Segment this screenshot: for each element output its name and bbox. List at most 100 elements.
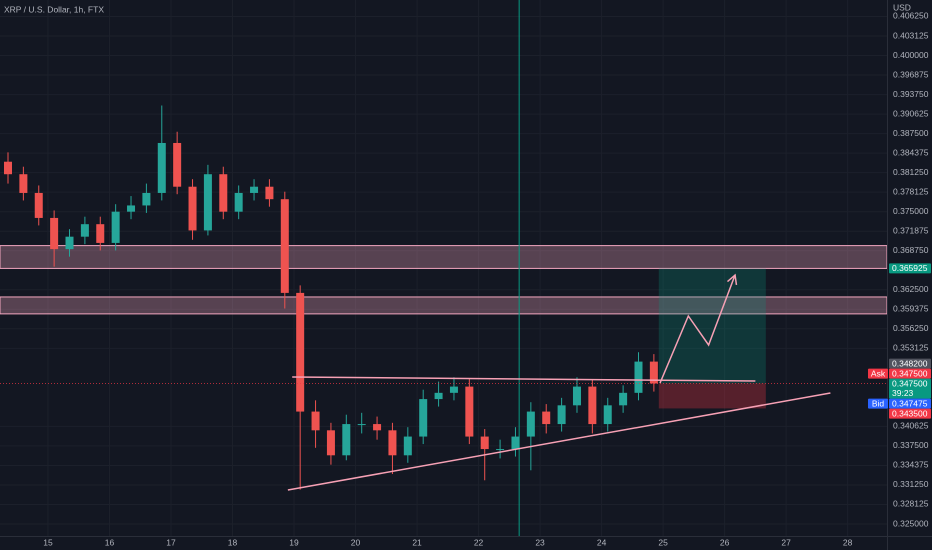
y-tick-label: 0.328125: [893, 499, 929, 509]
candle-body: [649, 361, 658, 384]
price-label-box: [889, 398, 931, 409]
x-tick-label: 17: [166, 537, 176, 547]
candle-body: [434, 392, 443, 400]
y-tick-label: 0.368750: [893, 245, 929, 255]
candle-body: [50, 217, 59, 250]
y-tick-label: 0.334375: [893, 460, 929, 470]
countdown: 39:23: [892, 388, 914, 398]
price-label-box: [889, 408, 931, 419]
y-tick-label: 0.384375: [893, 147, 929, 157]
currency-label: USD: [893, 2, 911, 12]
y-tick-label: 0.353125: [893, 343, 929, 353]
projection-path: [659, 274, 736, 384]
zone: [0, 245, 888, 269]
candle-body: [157, 142, 166, 193]
x-tick-label: 26: [720, 537, 730, 547]
y-tick-label: 0.396875: [893, 69, 929, 79]
price-label-box: [889, 358, 931, 369]
candle-body: [173, 142, 182, 187]
price-label-text: 0.348200: [892, 358, 928, 368]
candle-body: [557, 405, 566, 425]
price-label-text: 0.347500: [892, 378, 928, 388]
price-label-text: 0.347475: [892, 398, 928, 408]
candle-body: [511, 436, 520, 450]
target-area: [658, 268, 766, 384]
x-tick-label: 23: [535, 537, 545, 547]
axes: 0.406250 0.403125 0.400000 0.396875 0.393750…: [43, 11, 931, 547]
price-label: 0.365925: [889, 263, 931, 274]
y-tick-label: 0.403125: [893, 30, 929, 40]
candle-body: [96, 224, 105, 243]
price-label-text: 0.365925: [892, 263, 928, 273]
candle-body: [80, 224, 89, 237]
price-label-box: [889, 263, 931, 274]
candle-body: [234, 192, 243, 212]
candle-body: [373, 424, 382, 431]
y-tick-label: 0.371875: [893, 225, 929, 235]
candle-body: [296, 292, 305, 412]
candle-body: [449, 386, 458, 393]
price-label-box: [889, 378, 931, 399]
candle-body: [326, 430, 335, 456]
candle-body: [588, 386, 597, 425]
candle-body: [19, 174, 28, 193]
x-tick-label: 15: [43, 537, 53, 547]
candle-body: [619, 392, 628, 406]
price-tag-box: [868, 398, 888, 409]
candle-body: [634, 361, 643, 393]
chart-title: XRP / U.S. Dollar, 1h, FTX: [4, 4, 104, 14]
candle-body: [403, 436, 412, 456]
candle-body: [34, 192, 43, 218]
candle-body: [111, 211, 120, 243]
x-tick-label: 24: [597, 537, 607, 547]
price-label-text: 0.347500: [892, 368, 928, 378]
price-label-box: [889, 368, 931, 379]
candle-body: [388, 430, 397, 456]
y-tick-label: 0.331250: [893, 479, 929, 489]
candle-body: [465, 386, 474, 437]
x-tick-label: 21: [412, 537, 422, 547]
y-tick-label: 0.387500: [893, 128, 929, 138]
y-tick-label: 0.375000: [893, 206, 929, 216]
candle-body: [603, 405, 612, 425]
candle-body: [219, 174, 228, 212]
candle-body: [265, 186, 274, 200]
candle-body: [357, 424, 366, 426]
x-tick-label: 20: [351, 537, 361, 547]
candle-body: [3, 161, 12, 175]
candle-body: [342, 424, 351, 456]
candle-body: [311, 411, 320, 431]
candle-body: [572, 386, 581, 406]
y-tick-label: 0.337500: [893, 440, 929, 450]
x-tick-label: 22: [474, 537, 484, 547]
y-tick-label: 0.390625: [893, 108, 929, 118]
y-tick-label: 0.325000: [893, 518, 929, 528]
trendline: [287, 392, 831, 491]
y-tick-label: 0.381250: [893, 167, 929, 177]
candle-body: [142, 192, 151, 206]
price-tag-box: [868, 368, 888, 379]
candle-body: [480, 436, 489, 450]
price-label: 0.343500: [889, 408, 931, 419]
y-tick-label: 0.359375: [893, 304, 929, 314]
price-label-text: 0.343500: [892, 408, 928, 418]
candle-body: [203, 174, 212, 231]
candle-body: [496, 449, 505, 451]
candle-body: [65, 236, 74, 250]
candle-body: [250, 186, 259, 193]
y-tick-label: 0.400000: [893, 50, 929, 60]
trendline: [292, 376, 756, 382]
x-tick-label: 19: [289, 537, 299, 547]
candle-body: [127, 205, 136, 212]
x-tick-label: 18: [228, 537, 238, 547]
price-tag: Bid: [872, 398, 885, 408]
y-tick-label: 0.378125: [893, 186, 929, 196]
price-label: 0.347475 Bid: [868, 398, 931, 409]
x-tick-label: 27: [781, 537, 791, 547]
y-tick-label: 0.356250: [893, 323, 929, 333]
y-tick-label: 0.406250: [893, 11, 929, 21]
candle-body: [542, 411, 551, 425]
